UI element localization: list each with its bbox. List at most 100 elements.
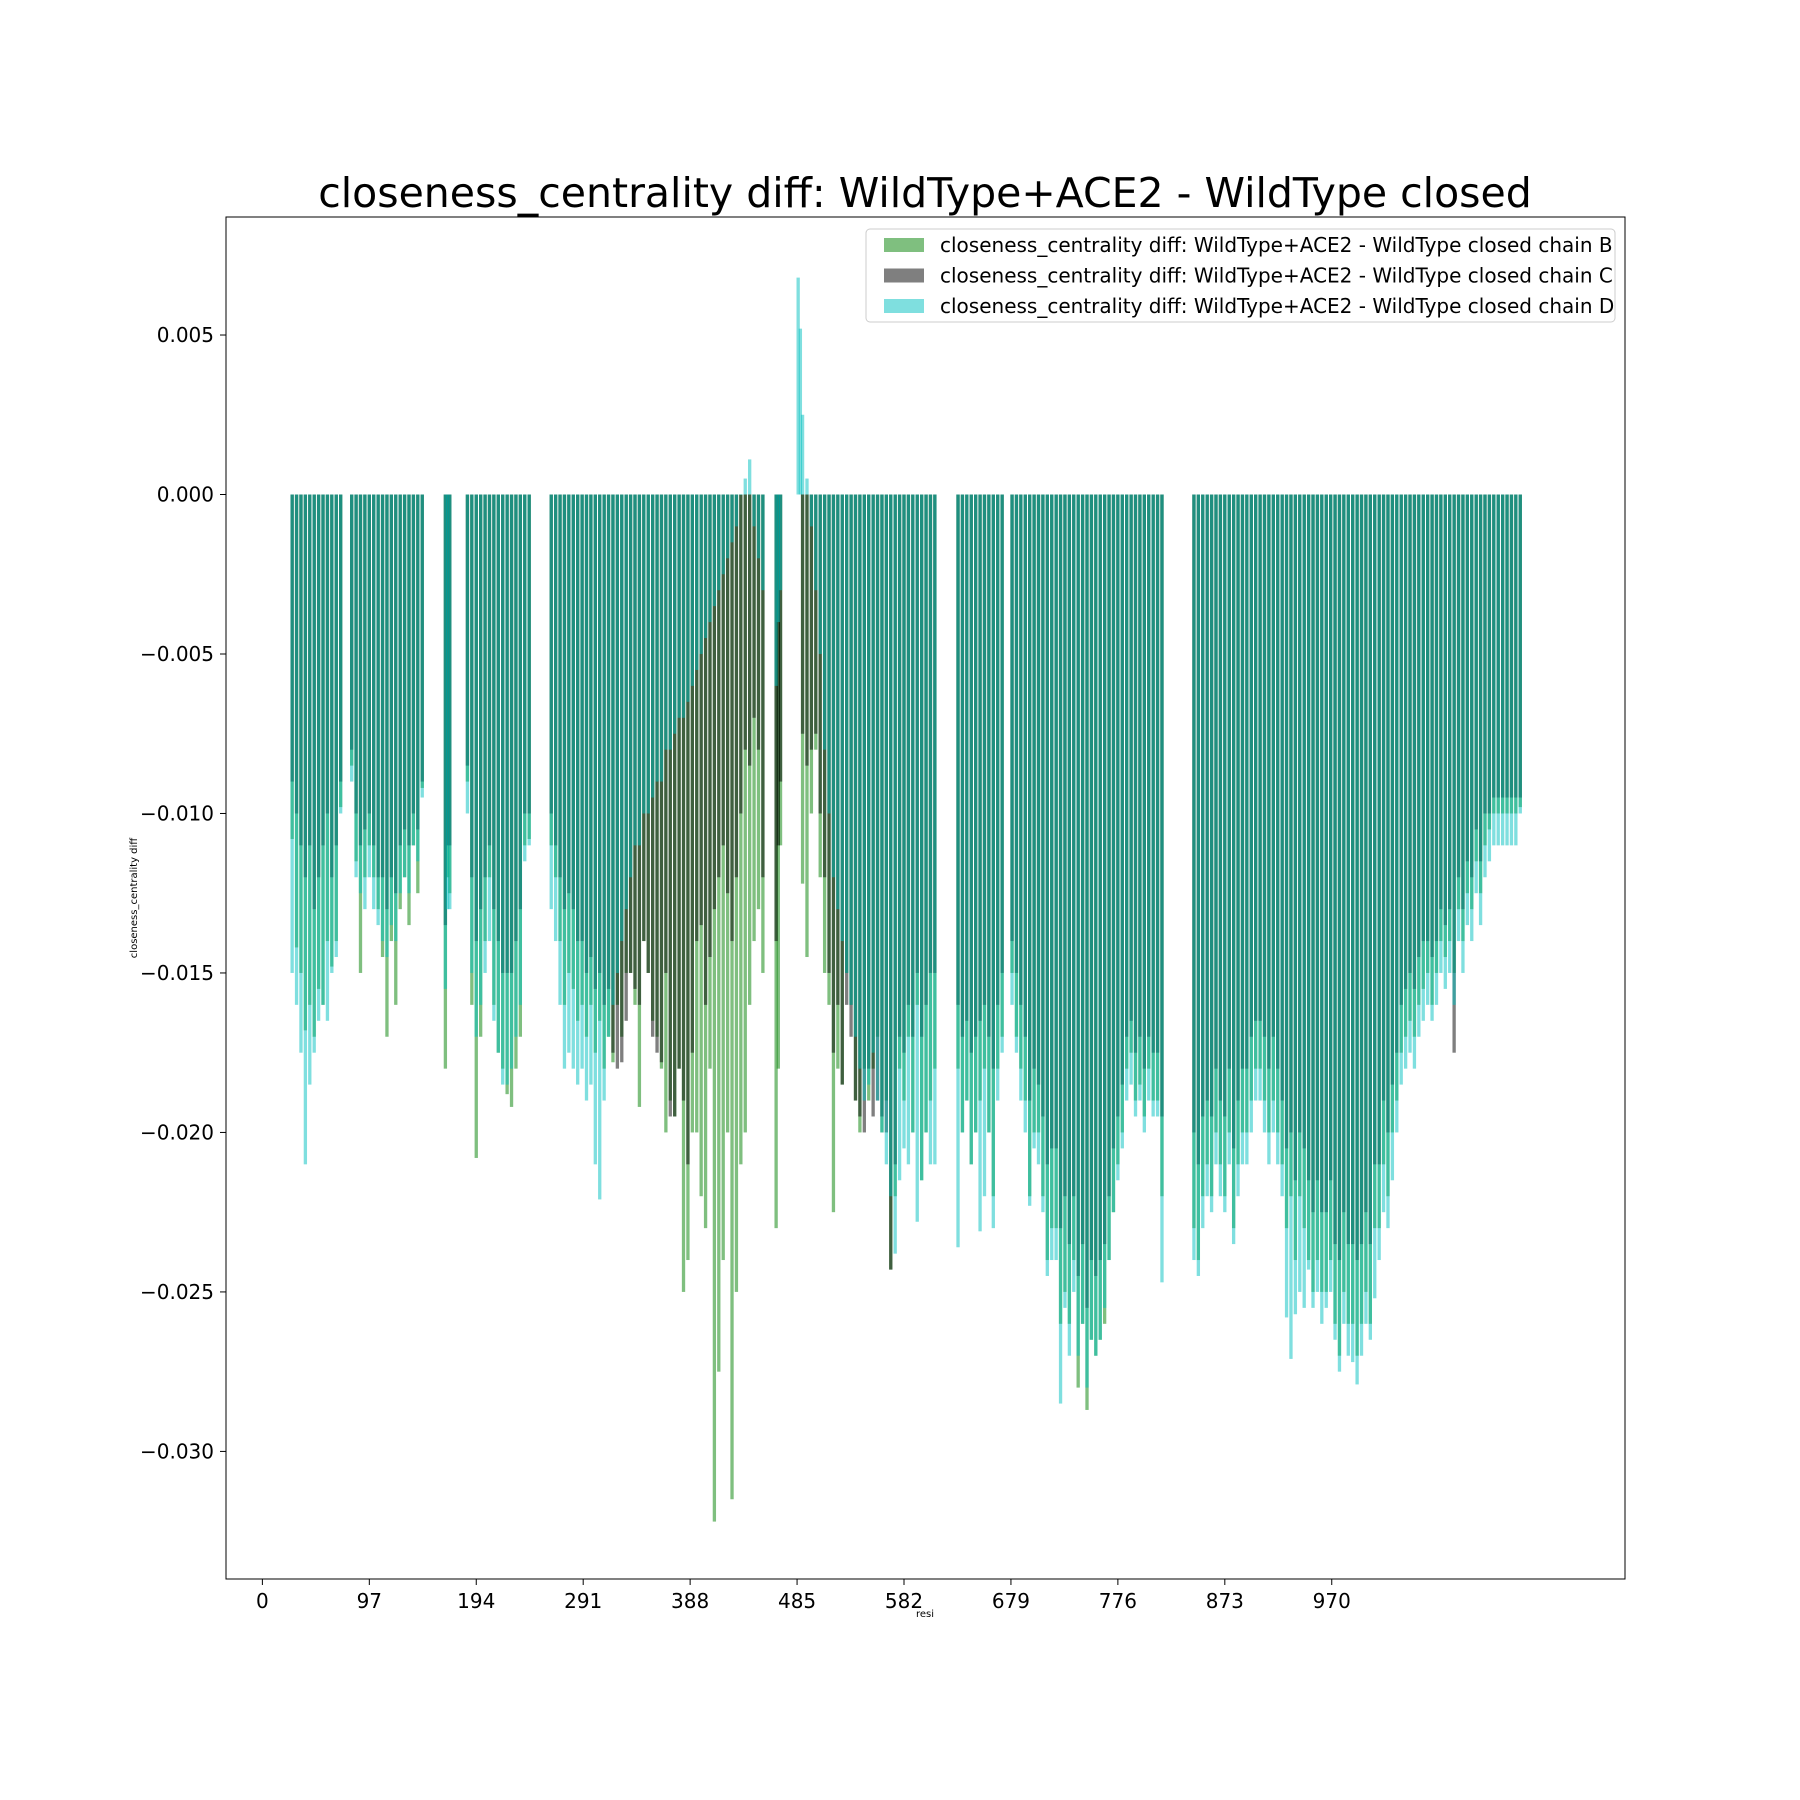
bar [778,494,783,782]
bar [734,494,739,878]
bar [363,494,367,910]
bar [385,494,389,958]
bar [1138,494,1142,1101]
bar [1085,494,1089,1388]
bar [308,494,312,1085]
bar [1254,494,1258,1101]
bar [650,494,655,798]
bar [1160,494,1164,1283]
bar [294,494,299,1005]
x-tick-label: 0 [256,1589,269,1613]
bar [681,494,686,718]
bar [1333,494,1337,1340]
bar [818,494,822,654]
bar [416,494,420,862]
bar [884,494,889,1165]
bar [725,494,730,559]
bar [677,494,681,718]
bar [1094,494,1098,1356]
bar [739,494,743,495]
bar [924,494,928,1133]
bar [1302,494,1306,1308]
bar [633,494,637,846]
bar [761,494,765,591]
bar [646,494,650,814]
bar [818,494,822,814]
y-tick-label: 0.005 [157,323,214,347]
bar [1483,494,1487,878]
bar [906,494,911,1165]
bar [372,494,376,910]
bar [695,494,699,670]
bar [1474,494,1478,894]
bar [739,494,743,1165]
bar [730,494,734,543]
bar [443,494,448,989]
bar [505,494,509,1085]
bar [730,494,734,942]
bar [1337,494,1342,1372]
bar [1368,494,1372,1340]
bar [380,494,385,942]
bar [1041,494,1045,1213]
bar [739,494,743,814]
bar [1364,494,1368,1324]
bar [774,494,778,942]
bar [1129,494,1133,1085]
bar [1395,494,1399,1133]
bar [690,494,694,1053]
bar [350,494,354,782]
bar [1412,494,1417,1069]
bar [743,478,747,495]
bar [620,494,624,942]
bar [748,494,752,766]
bar [712,494,717,1522]
bar [1050,494,1054,1261]
bar [479,494,483,1005]
bar [690,494,694,686]
bar [1430,494,1434,1021]
bar [919,494,924,1181]
bar [1276,494,1280,1165]
bar [367,494,371,878]
x-axis-label: resi [916,1609,934,1620]
bar [312,494,316,1053]
bar [553,494,558,942]
bar [668,494,672,750]
legend-entry-label: closeness_centrality diff: WildType+ACE2… [940,294,1614,318]
bar [549,494,553,910]
bar [1014,494,1019,1053]
bar [809,494,814,527]
y-tick-label: 0.000 [157,483,214,507]
bar [969,494,973,1165]
bar [1098,494,1102,1340]
bar [1408,494,1412,1053]
bar [602,494,606,1101]
legend-box [865,228,1616,323]
y-tick-label: −0.015 [140,961,214,985]
bar [407,494,411,894]
bar [1390,494,1395,1181]
bar [1147,494,1151,1101]
legend-entry-label: closeness_centrality diff: WildType+ACE2… [940,264,1613,288]
bar [642,494,646,814]
bar [915,494,919,1222]
bar [845,494,849,973]
bar [1214,494,1218,1165]
bar [712,494,717,607]
bar [606,494,611,1037]
bar [1381,494,1386,1213]
bar [686,494,690,702]
bar [862,494,866,1101]
bar [1045,494,1049,1276]
bar [1116,494,1120,1181]
bar [562,494,567,1069]
bar [398,494,402,894]
bar [580,494,584,1069]
bar [1076,494,1080,1356]
bar [1443,494,1447,989]
bar [496,494,500,1053]
bar [1107,494,1111,1261]
bar [1315,494,1320,1292]
bar [911,494,915,1133]
